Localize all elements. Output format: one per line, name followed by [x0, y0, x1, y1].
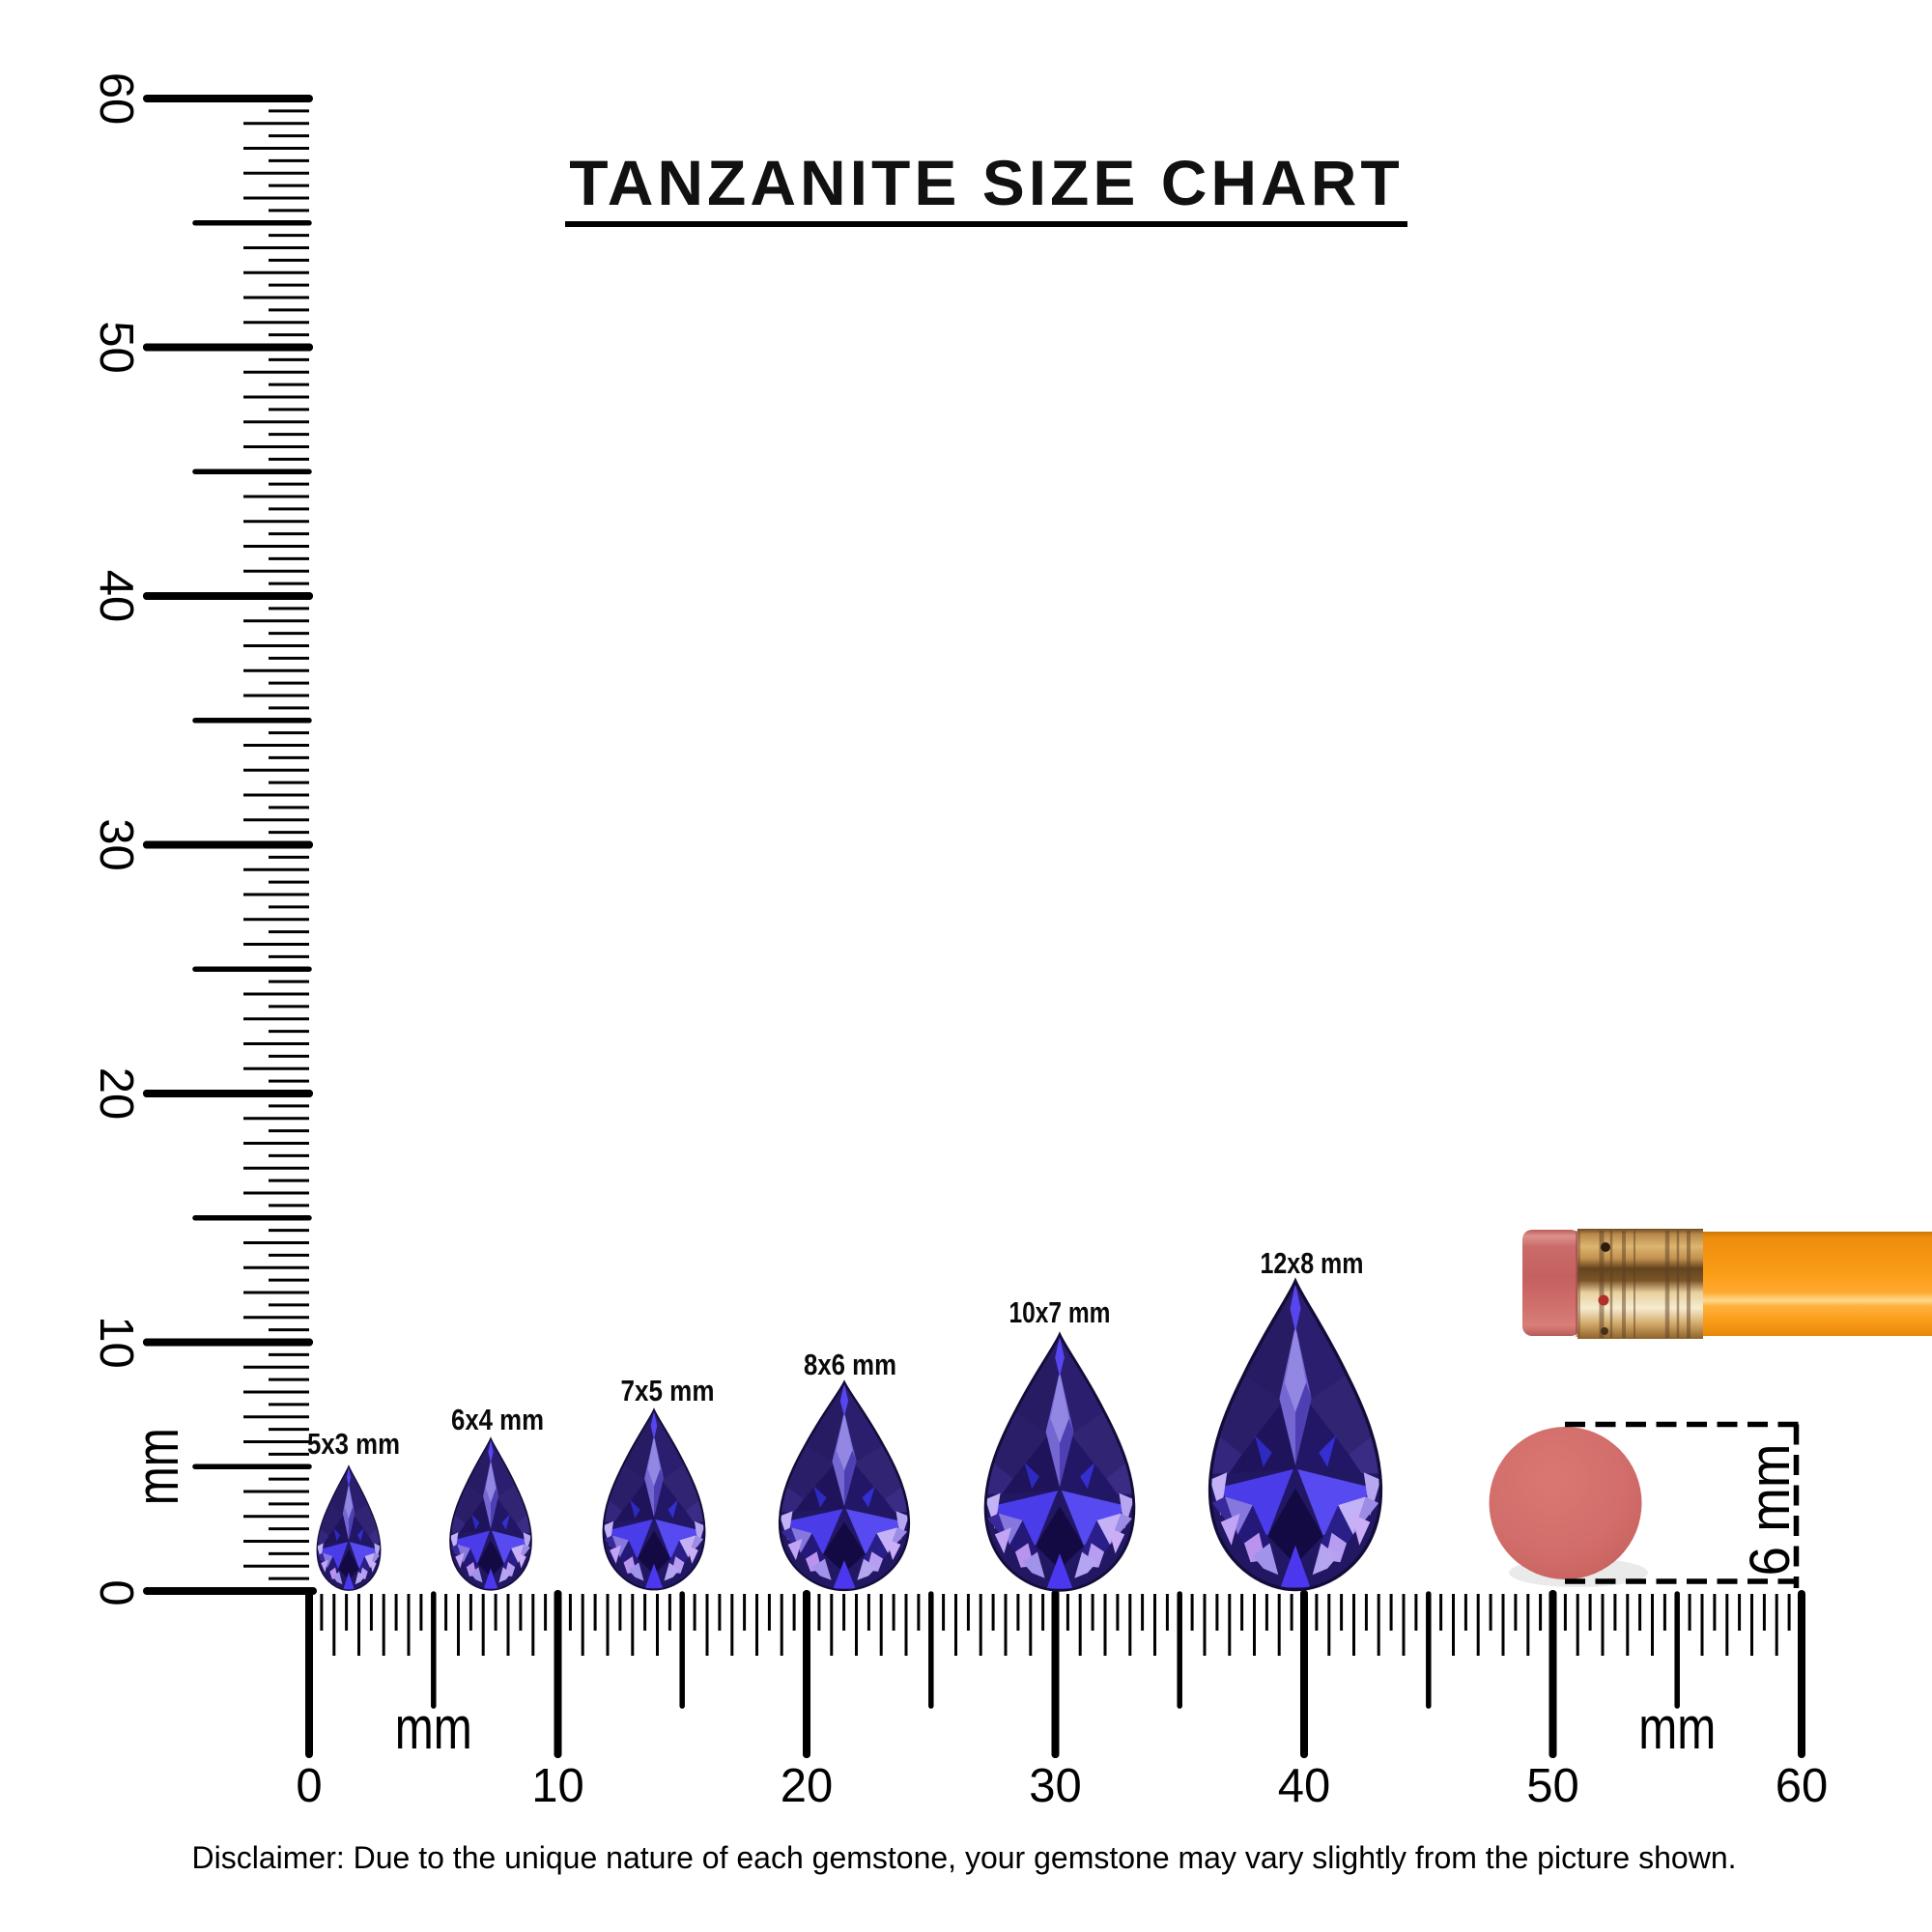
svg-text:30: 30 — [90, 818, 142, 871]
svg-text:6x4 mm: 6x4 mm — [451, 1403, 544, 1436]
svg-text:0: 0 — [90, 1579, 142, 1605]
svg-text:20: 20 — [781, 1760, 834, 1812]
svg-text:60: 60 — [90, 72, 142, 126]
svg-text:30: 30 — [1029, 1760, 1082, 1812]
svg-text:6 mm: 6 mm — [1739, 1444, 1802, 1577]
svg-text:TANZANITE SIZE CHART: TANZANITE SIZE CHART — [569, 147, 1403, 218]
svg-text:Disclaimer: Due to the unique: Disclaimer: Due to the unique nature of … — [192, 1840, 1737, 1875]
svg-text:50: 50 — [1526, 1760, 1579, 1812]
svg-text:10: 10 — [90, 1316, 142, 1369]
svg-text:mm: mm — [125, 1428, 191, 1505]
svg-text:8x6 mm: 8x6 mm — [804, 1348, 896, 1381]
svg-text:40: 40 — [1278, 1760, 1331, 1812]
svg-text:5x3 mm: 5x3 mm — [307, 1427, 400, 1461]
svg-text:10x7 mm: 10x7 mm — [1009, 1295, 1111, 1329]
svg-text:mm: mm — [395, 1695, 472, 1762]
svg-text:40: 40 — [90, 570, 142, 623]
svg-text:mm: mm — [1638, 1695, 1716, 1762]
svg-text:60: 60 — [1776, 1760, 1829, 1812]
svg-text:7x5 mm: 7x5 mm — [621, 1374, 715, 1407]
svg-text:10: 10 — [531, 1760, 584, 1812]
svg-text:20: 20 — [90, 1067, 142, 1121]
svg-text:0: 0 — [296, 1760, 322, 1812]
svg-text:50: 50 — [90, 321, 142, 374]
svg-text:12x8 mm: 12x8 mm — [1261, 1246, 1364, 1280]
